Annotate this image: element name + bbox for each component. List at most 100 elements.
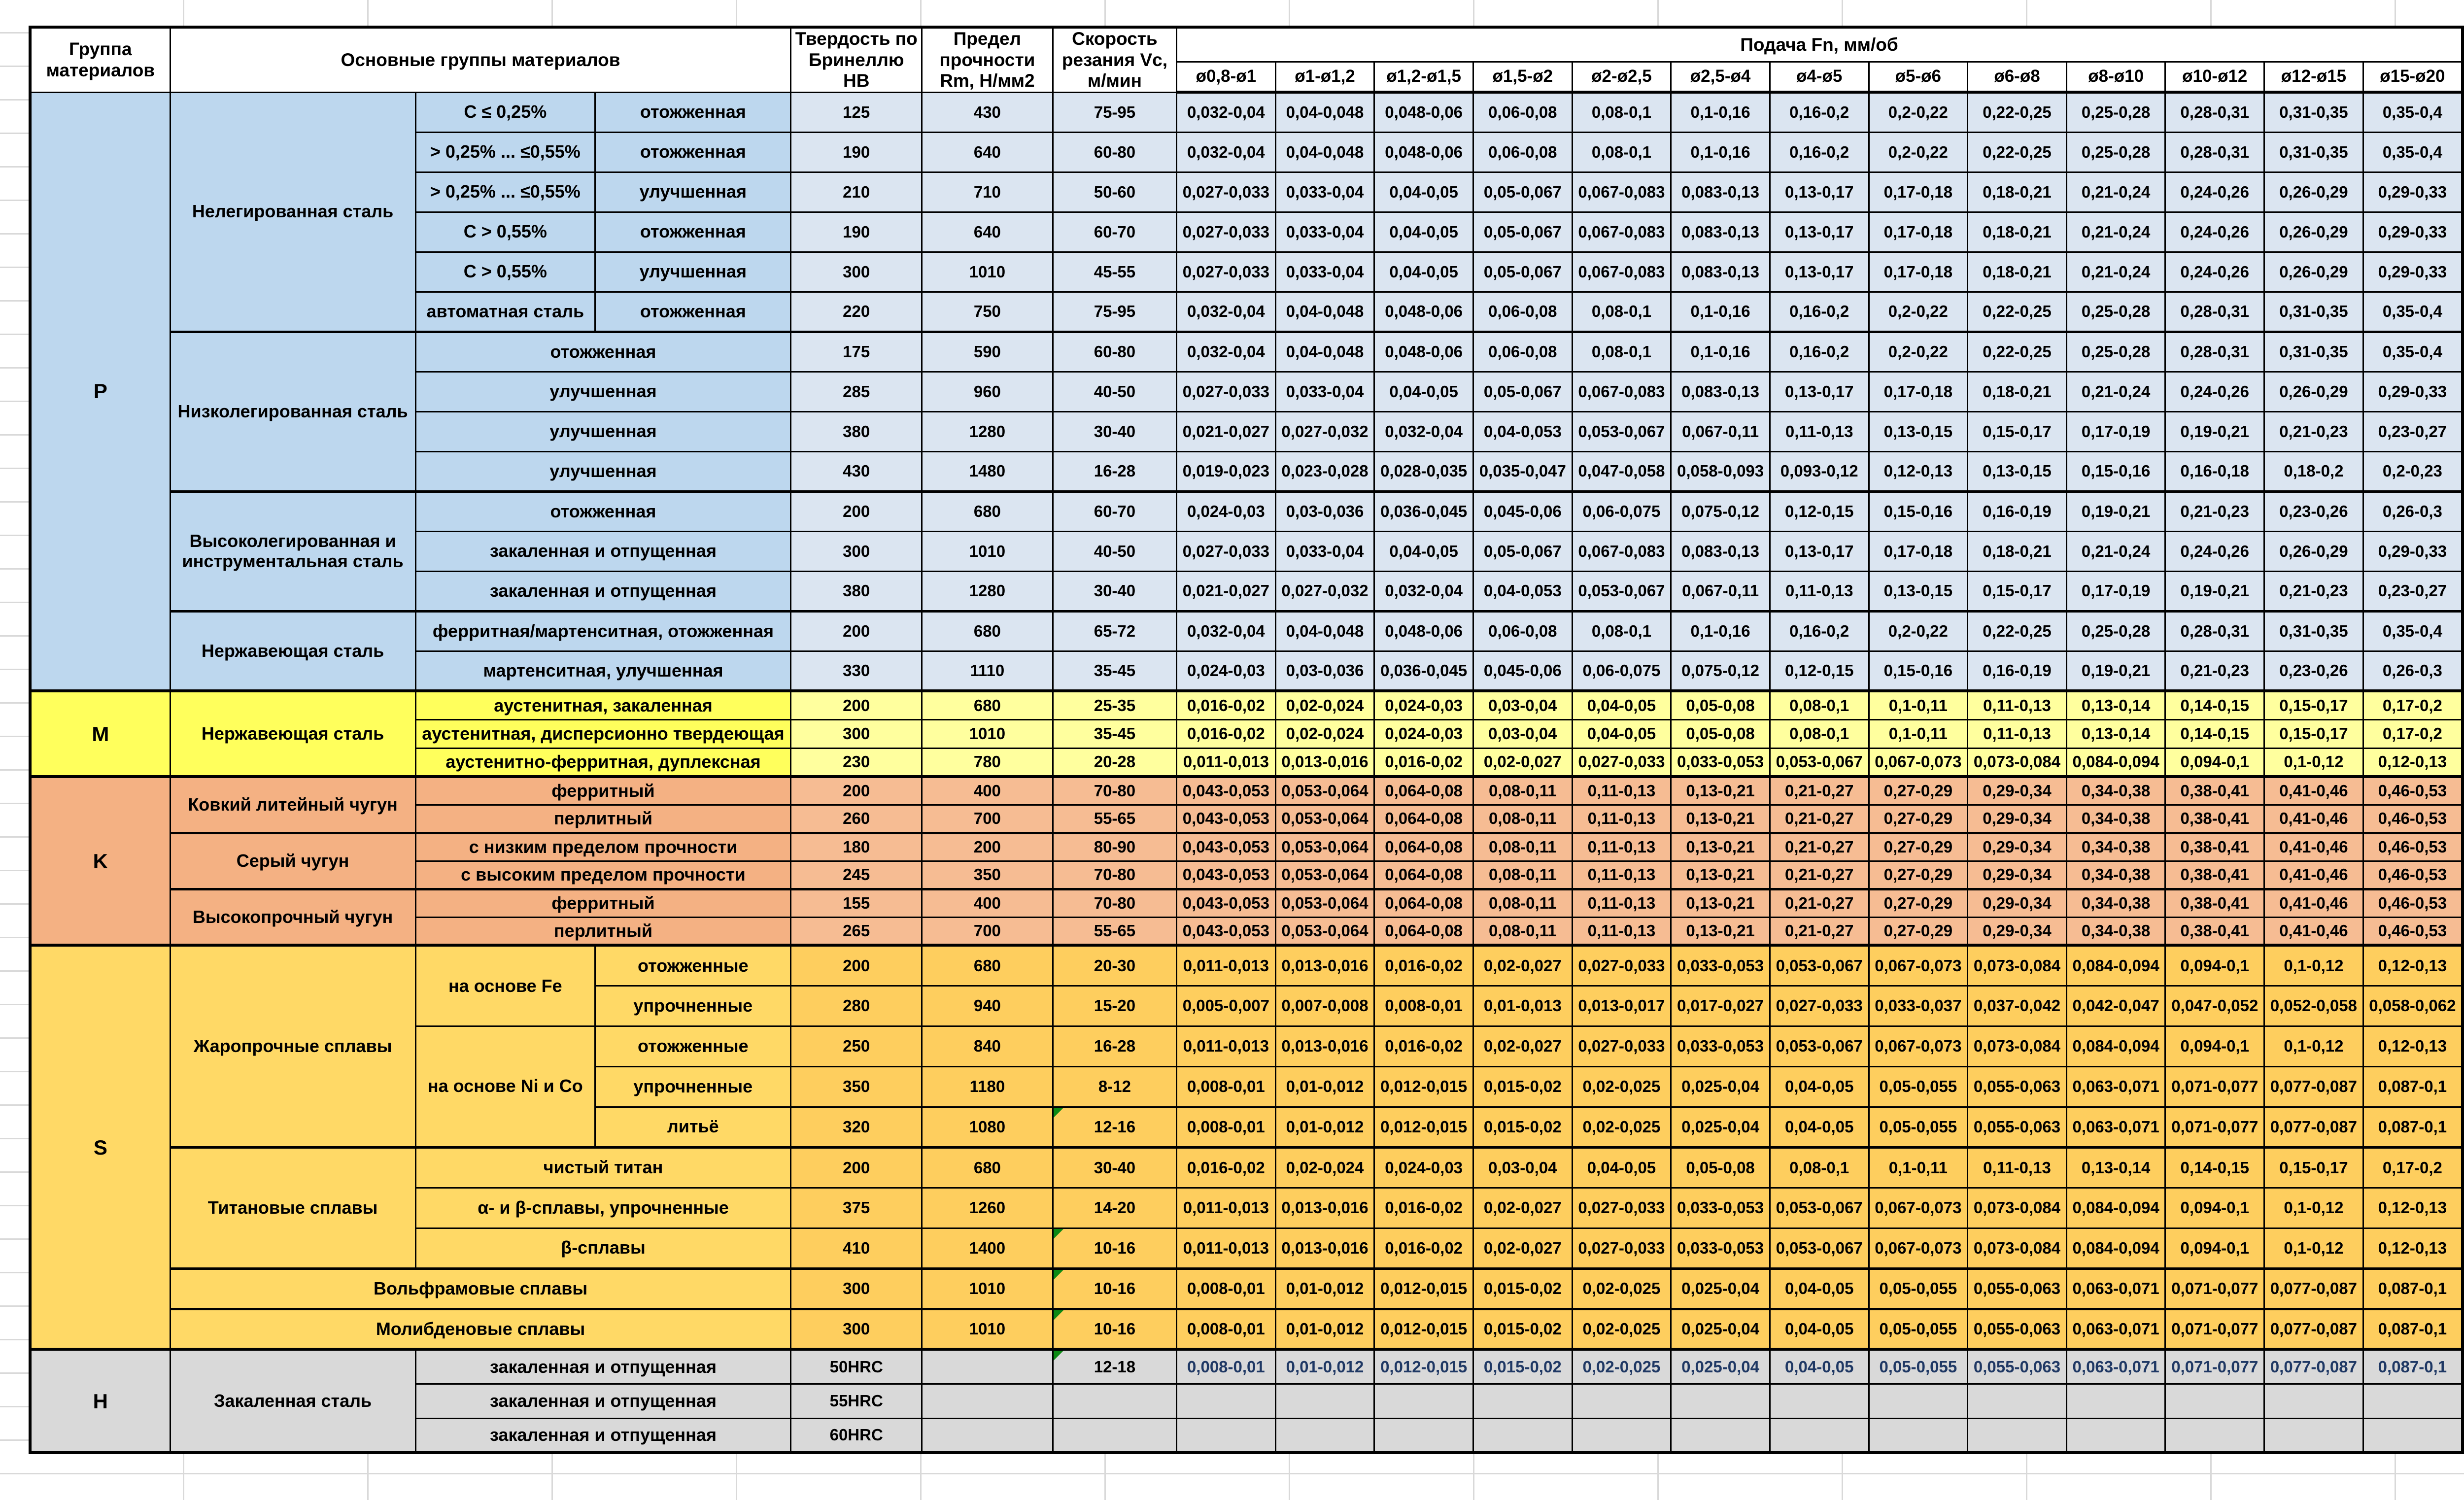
- feed-value-cell[interactable]: 0,1-0,12: [2263, 1227, 2364, 1269]
- cutting-speed-cell[interactable]: 40-50: [1052, 371, 1178, 412]
- feed-value-cell[interactable]: 0,02-0,025: [1571, 1348, 1672, 1385]
- feed-value-cell[interactable]: 0,04-0,05: [1769, 1307, 1870, 1350]
- feed-value-cell[interactable]: 0,013-0,017: [1571, 985, 1672, 1027]
- feed-value-cell[interactable]: [2362, 1383, 2464, 1419]
- header-diameter-range[interactable]: ø5-ø6: [1868, 61, 1969, 94]
- feed-value-cell[interactable]: 0,04-0,05: [1769, 1106, 1870, 1148]
- feed-value-cell[interactable]: 0,027-0,033: [1176, 371, 1276, 412]
- feed-value-cell[interactable]: 0,15-0,17: [1967, 570, 2067, 612]
- feed-value-cell[interactable]: 0,016-0,02: [1373, 747, 1474, 778]
- feed-value-cell[interactable]: 0,012-0,015: [1373, 1267, 1474, 1310]
- feed-value-cell[interactable]: 0,083-0,13: [1670, 371, 1771, 412]
- feed-value-cell[interactable]: 0,021-0,027: [1176, 570, 1276, 612]
- feed-value-cell[interactable]: 0,055-0,063: [1967, 1065, 2067, 1108]
- feed-value-cell[interactable]: 0,19-0,21: [2065, 650, 2166, 692]
- feed-value-cell[interactable]: 0,13-0,17: [1769, 251, 1870, 293]
- feed-value-cell[interactable]: 0,04-0,05: [1571, 1146, 1672, 1189]
- material-label-cell[interactable]: Титановые сплавы: [169, 1146, 416, 1269]
- material-label-cell[interactable]: упрочненные: [594, 985, 792, 1027]
- feed-value-cell[interactable]: 0,12-0,13: [2362, 1187, 2464, 1229]
- feed-value-cell[interactable]: 0,17-0,2: [2362, 689, 2464, 720]
- feed-value-cell[interactable]: 0,045-0,06: [1472, 650, 1573, 692]
- feed-value-cell[interactable]: 0,033-0,04: [1274, 171, 1375, 213]
- header-cutting-speed-vc[interactable]: Скорость резания Vc, м/мин: [1052, 26, 1178, 93]
- feed-value-cell[interactable]: 0,34-0,38: [2065, 775, 2166, 806]
- feed-value-cell[interactable]: 0,26-0,29: [2263, 530, 2364, 572]
- feed-value-cell[interactable]: 0,46-0,53: [2362, 804, 2464, 834]
- material-label-cell[interactable]: отожженная: [594, 211, 792, 253]
- feed-value-cell[interactable]: 0,043-0,053: [1176, 831, 1276, 862]
- feed-value-cell[interactable]: 0,22-0,25: [1967, 91, 2067, 133]
- feed-value-cell[interactable]: 0,24-0,26: [2164, 171, 2265, 213]
- feed-value-cell[interactable]: 0,094-0,1: [2164, 1187, 2265, 1229]
- feed-value-cell[interactable]: 0,094-0,1: [2164, 1227, 2265, 1269]
- material-label-cell[interactable]: ферритная/мартенситная, отожженная: [414, 610, 792, 652]
- feed-value-cell[interactable]: 0,06-0,08: [1472, 91, 1573, 133]
- cutting-speed-cell[interactable]: 45-55: [1052, 251, 1178, 293]
- feed-value-cell[interactable]: 0,13-0,15: [1868, 570, 1969, 612]
- feed-value-cell[interactable]: [2164, 1417, 2265, 1454]
- material-label-cell[interactable]: C > 0,55%: [414, 211, 596, 253]
- feed-value-cell[interactable]: 0,14-0,15: [2164, 718, 2265, 749]
- cutting-speed-cell[interactable]: 70-80: [1052, 860, 1178, 890]
- material-label-cell[interactable]: > 0,25% ... ≤0,55%: [414, 171, 596, 213]
- feed-value-cell[interactable]: 0,02-0,025: [1571, 1106, 1672, 1148]
- strength-cell[interactable]: [921, 1348, 1054, 1385]
- feed-value-cell[interactable]: 0,077-0,087: [2263, 1065, 2364, 1108]
- hardness-cell[interactable]: 155: [790, 887, 923, 918]
- material-label-cell[interactable]: мартенситная, улучшенная: [414, 650, 792, 692]
- header-diameter-range[interactable]: ø2,5-ø4: [1670, 61, 1771, 94]
- feed-value-cell[interactable]: 0,087-0,1: [2362, 1267, 2464, 1310]
- feed-value-cell[interactable]: 0,05-0,055: [1868, 1106, 1969, 1148]
- feed-value-cell[interactable]: 0,18-0,21: [1967, 171, 2067, 213]
- feed-value-cell[interactable]: 0,094-0,1: [2164, 944, 2265, 987]
- feed-value-cell[interactable]: 0,071-0,077: [2164, 1307, 2265, 1350]
- feed-value-cell[interactable]: 0,053-0,064: [1274, 916, 1375, 946]
- hardness-cell[interactable]: 210: [790, 171, 923, 213]
- hardness-cell[interactable]: 300: [790, 251, 923, 293]
- feed-value-cell[interactable]: 0,11-0,13: [1571, 860, 1672, 890]
- feed-value-cell[interactable]: 0,13-0,14: [2065, 1146, 2166, 1189]
- feed-value-cell[interactable]: [1373, 1383, 1474, 1419]
- feed-value-cell[interactable]: 0,1-0,16: [1670, 91, 1771, 133]
- feed-value-cell[interactable]: 0,23-0,27: [2362, 570, 2464, 612]
- strength-cell[interactable]: 1080: [921, 1106, 1054, 1148]
- feed-value-cell[interactable]: [2065, 1383, 2166, 1419]
- cutting-speed-cell[interactable]: 14-20: [1052, 1187, 1178, 1229]
- material-label-cell[interactable]: с высоким пределом прочности: [414, 860, 792, 890]
- hardness-cell[interactable]: 180: [790, 831, 923, 862]
- feed-value-cell[interactable]: 0,12-0,13: [2362, 747, 2464, 778]
- material-label-cell[interactable]: автоматная сталь: [414, 291, 596, 333]
- feed-value-cell[interactable]: [1176, 1417, 1276, 1454]
- cutting-speed-cell[interactable]: 20-30: [1052, 944, 1178, 987]
- feed-value-cell[interactable]: 0,073-0,084: [1967, 1025, 2067, 1067]
- feed-value-cell[interactable]: 0,087-0,1: [2362, 1348, 2464, 1385]
- feed-value-cell[interactable]: 0,05-0,08: [1670, 689, 1771, 720]
- feed-value-cell[interactable]: 0,24-0,26: [2164, 251, 2265, 293]
- strength-cell[interactable]: 1260: [921, 1187, 1054, 1229]
- cutting-speed-cell[interactable]: 40-50: [1052, 530, 1178, 572]
- feed-value-cell[interactable]: 0,31-0,35: [2263, 131, 2364, 173]
- feed-value-cell[interactable]: 0,15-0,17: [2263, 1146, 2364, 1189]
- feed-value-cell[interactable]: [1274, 1417, 1375, 1454]
- feed-value-cell[interactable]: 0,027-0,033: [1571, 1187, 1672, 1229]
- material-label-cell[interactable]: Нелегированная сталь: [169, 91, 416, 333]
- hardness-cell[interactable]: 125: [790, 91, 923, 133]
- material-label-cell[interactable]: Ковкий литейный чугун: [169, 775, 416, 834]
- feed-value-cell[interactable]: 0,05-0,055: [1868, 1065, 1969, 1108]
- feed-value-cell[interactable]: 0,025-0,04: [1670, 1106, 1771, 1148]
- feed-value-cell[interactable]: 0,028-0,035: [1373, 450, 1474, 492]
- feed-value-cell[interactable]: 0,11-0,13: [1769, 570, 1870, 612]
- material-label-cell[interactable]: улучшенная: [414, 450, 792, 492]
- feed-value-cell[interactable]: 0,21-0,23: [2263, 570, 2364, 612]
- feed-value-cell[interactable]: 0,015-0,02: [1472, 1267, 1573, 1310]
- feed-value-cell[interactable]: 0,087-0,1: [2362, 1307, 2464, 1350]
- feed-value-cell[interactable]: 0,06-0,08: [1472, 330, 1573, 373]
- feed-value-cell[interactable]: 0,008-0,01: [1176, 1307, 1276, 1350]
- feed-value-cell[interactable]: 0,38-0,41: [2164, 804, 2265, 834]
- material-label-cell[interactable]: Молибденовые сплавы: [169, 1307, 792, 1350]
- feed-value-cell[interactable]: 0,12-0,13: [2362, 1227, 2464, 1269]
- header-diameter-range[interactable]: ø0,8-ø1: [1176, 61, 1276, 94]
- feed-value-cell[interactable]: 0,015-0,02: [1472, 1106, 1573, 1148]
- feed-value-cell[interactable]: 0,024-0,03: [1373, 718, 1474, 749]
